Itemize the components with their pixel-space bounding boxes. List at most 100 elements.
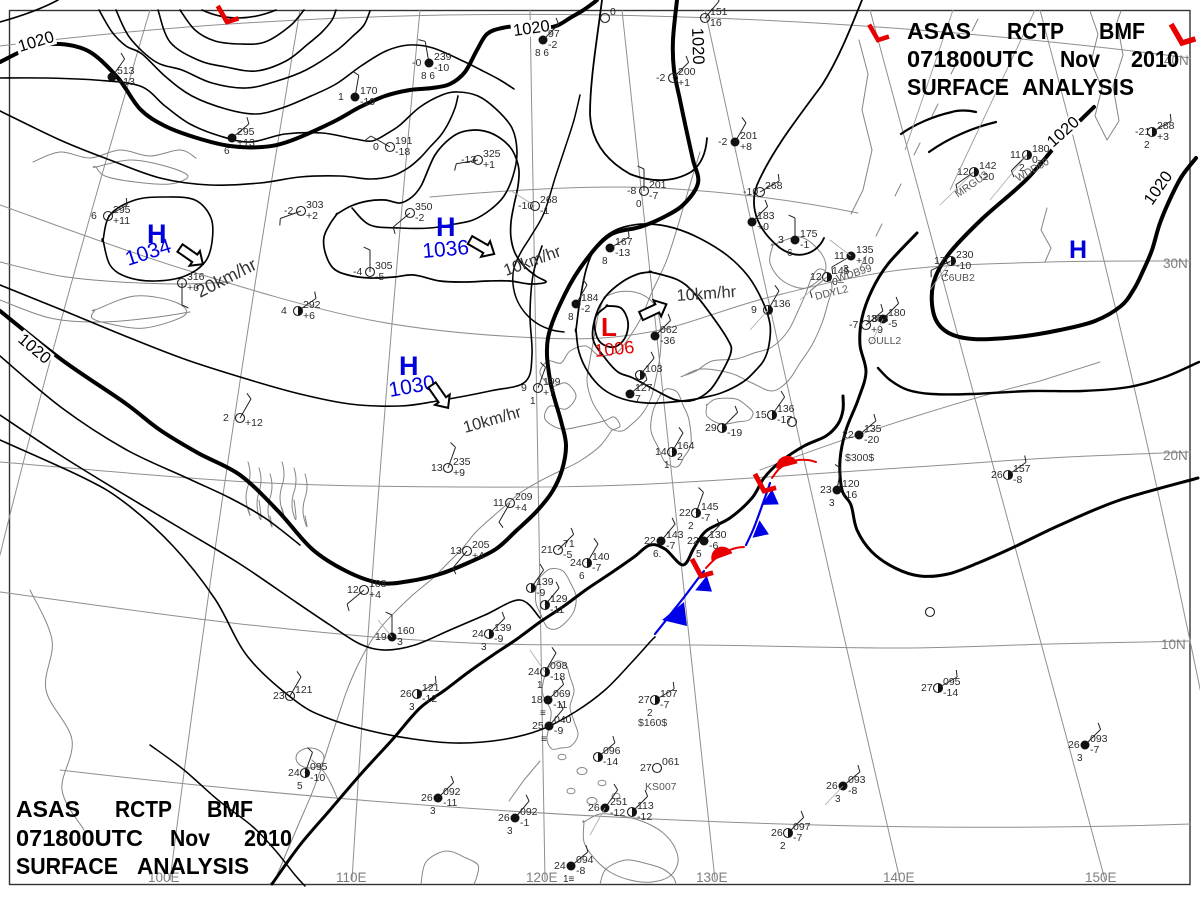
svg-text:11: 11 — [1010, 149, 1021, 161]
svg-text:3: 3 — [430, 806, 436, 817]
svg-text:2: 2 — [1144, 140, 1150, 151]
svg-text:3: 3 — [507, 826, 513, 837]
svg-text:-2: -2 — [284, 205, 293, 217]
svg-text:2: 2 — [647, 708, 653, 719]
svg-text:136: 136 — [773, 298, 791, 310]
svg-text:-11: -11 — [550, 604, 565, 616]
svg-text:13: 13 — [450, 545, 462, 557]
svg-text:12: 12 — [810, 271, 822, 283]
svg-text:061: 061 — [662, 756, 680, 768]
svg-text:25: 25 — [532, 720, 544, 732]
svg-text:062: 062 — [660, 324, 678, 336]
svg-text:26: 26 — [421, 792, 433, 804]
svg-text:2: 2 — [780, 841, 786, 852]
svg-text:23: 23 — [820, 484, 832, 496]
svg-text:2: 2 — [223, 412, 229, 424]
svg-text:11: 11 — [834, 250, 845, 262]
svg-text:110E: 110E — [336, 870, 367, 885]
svg-text:130E: 130E — [696, 870, 728, 885]
svg-text:H: H — [147, 219, 167, 249]
svg-text:095: 095 — [943, 676, 961, 688]
svg-text:130: 130 — [709, 529, 727, 541]
svg-text:151: 151 — [710, 6, 728, 18]
svg-text:095: 095 — [310, 761, 328, 773]
svg-text:0–: 0– — [832, 276, 844, 288]
svg-text:+11: +11 — [113, 215, 130, 227]
svg-text:+4: +4 — [515, 502, 527, 514]
svg-text:145: 145 — [701, 501, 719, 513]
svg-text:1020: 1020 — [512, 17, 551, 40]
svg-text:-8: -8 — [1013, 474, 1022, 486]
svg-text:0: 0 — [373, 141, 379, 153]
svg-text:-9: -9 — [494, 633, 503, 645]
svg-text:251: 251 — [610, 796, 628, 808]
svg-text:1: 1 — [664, 460, 670, 471]
svg-text:-14: -14 — [603, 756, 618, 768]
svg-text:184: 184 — [581, 292, 599, 304]
svg-text:1: 1 — [338, 91, 344, 103]
svg-text:-19: -19 — [727, 427, 742, 439]
svg-text:Nov: Nov — [1060, 46, 1100, 72]
svg-text:26: 26 — [826, 780, 838, 792]
svg-text:10N: 10N — [1161, 637, 1186, 652]
svg-text:150E: 150E — [1085, 870, 1117, 885]
svg-text:316: 316 — [187, 271, 205, 283]
svg-text:-6: -6 — [709, 540, 718, 552]
svg-text:-10: -10 — [310, 772, 325, 784]
svg-text:139: 139 — [494, 622, 512, 634]
svg-text:-5: -5 — [563, 549, 572, 561]
svg-text:-14: -14 — [943, 687, 958, 699]
svg-text:2: 2 — [1019, 163, 1025, 174]
svg-text:-12: -12 — [610, 807, 625, 819]
svg-text:-7: -7 — [592, 562, 601, 574]
svg-text:10km/hr: 10km/hr — [676, 283, 737, 305]
svg-text:-7: -7 — [660, 699, 669, 711]
svg-text:239: 239 — [434, 51, 452, 63]
svg-text:RCTP: RCTP — [115, 796, 172, 822]
svg-text:23: 23 — [273, 690, 285, 702]
svg-text:3: 3 — [843, 264, 849, 275]
svg-text:7: 7 — [943, 269, 949, 280]
svg-text:22: 22 — [687, 535, 699, 547]
svg-text:098: 098 — [550, 660, 568, 672]
svg-text:19: 19 — [375, 631, 387, 643]
svg-text:-2: -2 — [581, 303, 590, 315]
svg-text:120E: 120E — [526, 870, 558, 885]
svg-text:-2: -2 — [415, 212, 424, 224]
svg-text:RCTP: RCTP — [1007, 18, 1064, 44]
svg-text:BMF: BMF — [1099, 18, 1145, 44]
svg-text:1036: 1036 — [421, 236, 470, 263]
svg-text:26: 26 — [498, 812, 510, 824]
svg-text:24: 24 — [528, 666, 540, 678]
svg-text:C6UB2: C6UB2 — [941, 272, 975, 284]
svg-text:-13: -13 — [461, 154, 476, 166]
svg-text:OULL2: OULL2 — [868, 335, 901, 347]
svg-text:SURFACE: SURFACE — [16, 853, 118, 879]
svg-text:H: H — [1069, 236, 1087, 264]
svg-text:+7: +7 — [543, 387, 555, 399]
svg-text:-9: -9 — [554, 725, 563, 737]
svg-text:201: 201 — [649, 179, 667, 191]
svg-text:0: 0 — [636, 199, 642, 210]
svg-text:3: 3 — [835, 794, 841, 805]
svg-text:350: 350 — [415, 201, 433, 213]
svg-text:ANALYSIS: ANALYSIS — [137, 853, 249, 879]
svg-text:-7: -7 — [701, 512, 710, 524]
svg-text:0–: 0– — [1032, 154, 1044, 166]
svg-text:-11: -11 — [553, 699, 568, 711]
svg-text:288: 288 — [1157, 120, 1175, 132]
svg-text:-19: -19 — [360, 96, 375, 108]
svg-text:-2: -2 — [548, 39, 557, 51]
svg-text:+4: +4 — [369, 589, 381, 601]
svg-text:-17: -17 — [777, 414, 792, 426]
svg-text:3: 3 — [778, 234, 784, 246]
svg-text:$160$: $160$ — [638, 717, 667, 729]
svg-text:26: 26 — [771, 827, 783, 839]
svg-text:-8: -8 — [627, 185, 636, 197]
svg-text:SURFACE: SURFACE — [907, 74, 1009, 100]
svg-text:ASAS: ASAS — [16, 796, 80, 822]
svg-text:2: 2 — [688, 521, 694, 532]
svg-text:+2: +2 — [306, 210, 318, 222]
svg-text:-8: -8 — [576, 865, 585, 877]
svg-text:17: 17 — [934, 255, 946, 267]
